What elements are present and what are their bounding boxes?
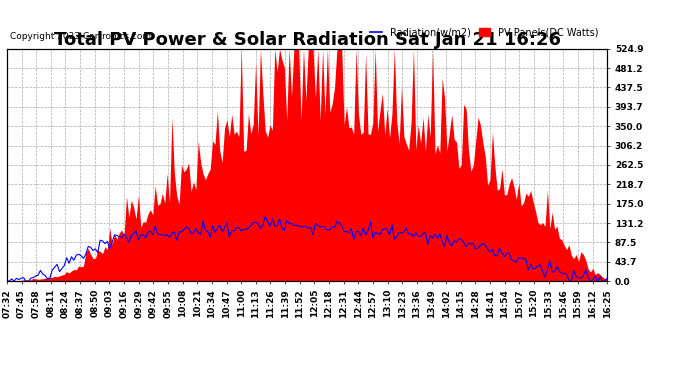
Legend: Radiation(w/m2), PV Panels(DC Watts): Radiation(w/m2), PV Panels(DC Watts) [366, 23, 602, 41]
Text: Copyright 2023 Cartronics.com: Copyright 2023 Cartronics.com [10, 32, 152, 41]
Title: Total PV Power & Solar Radiation Sat Jan 21 16:26: Total PV Power & Solar Radiation Sat Jan… [54, 31, 560, 49]
